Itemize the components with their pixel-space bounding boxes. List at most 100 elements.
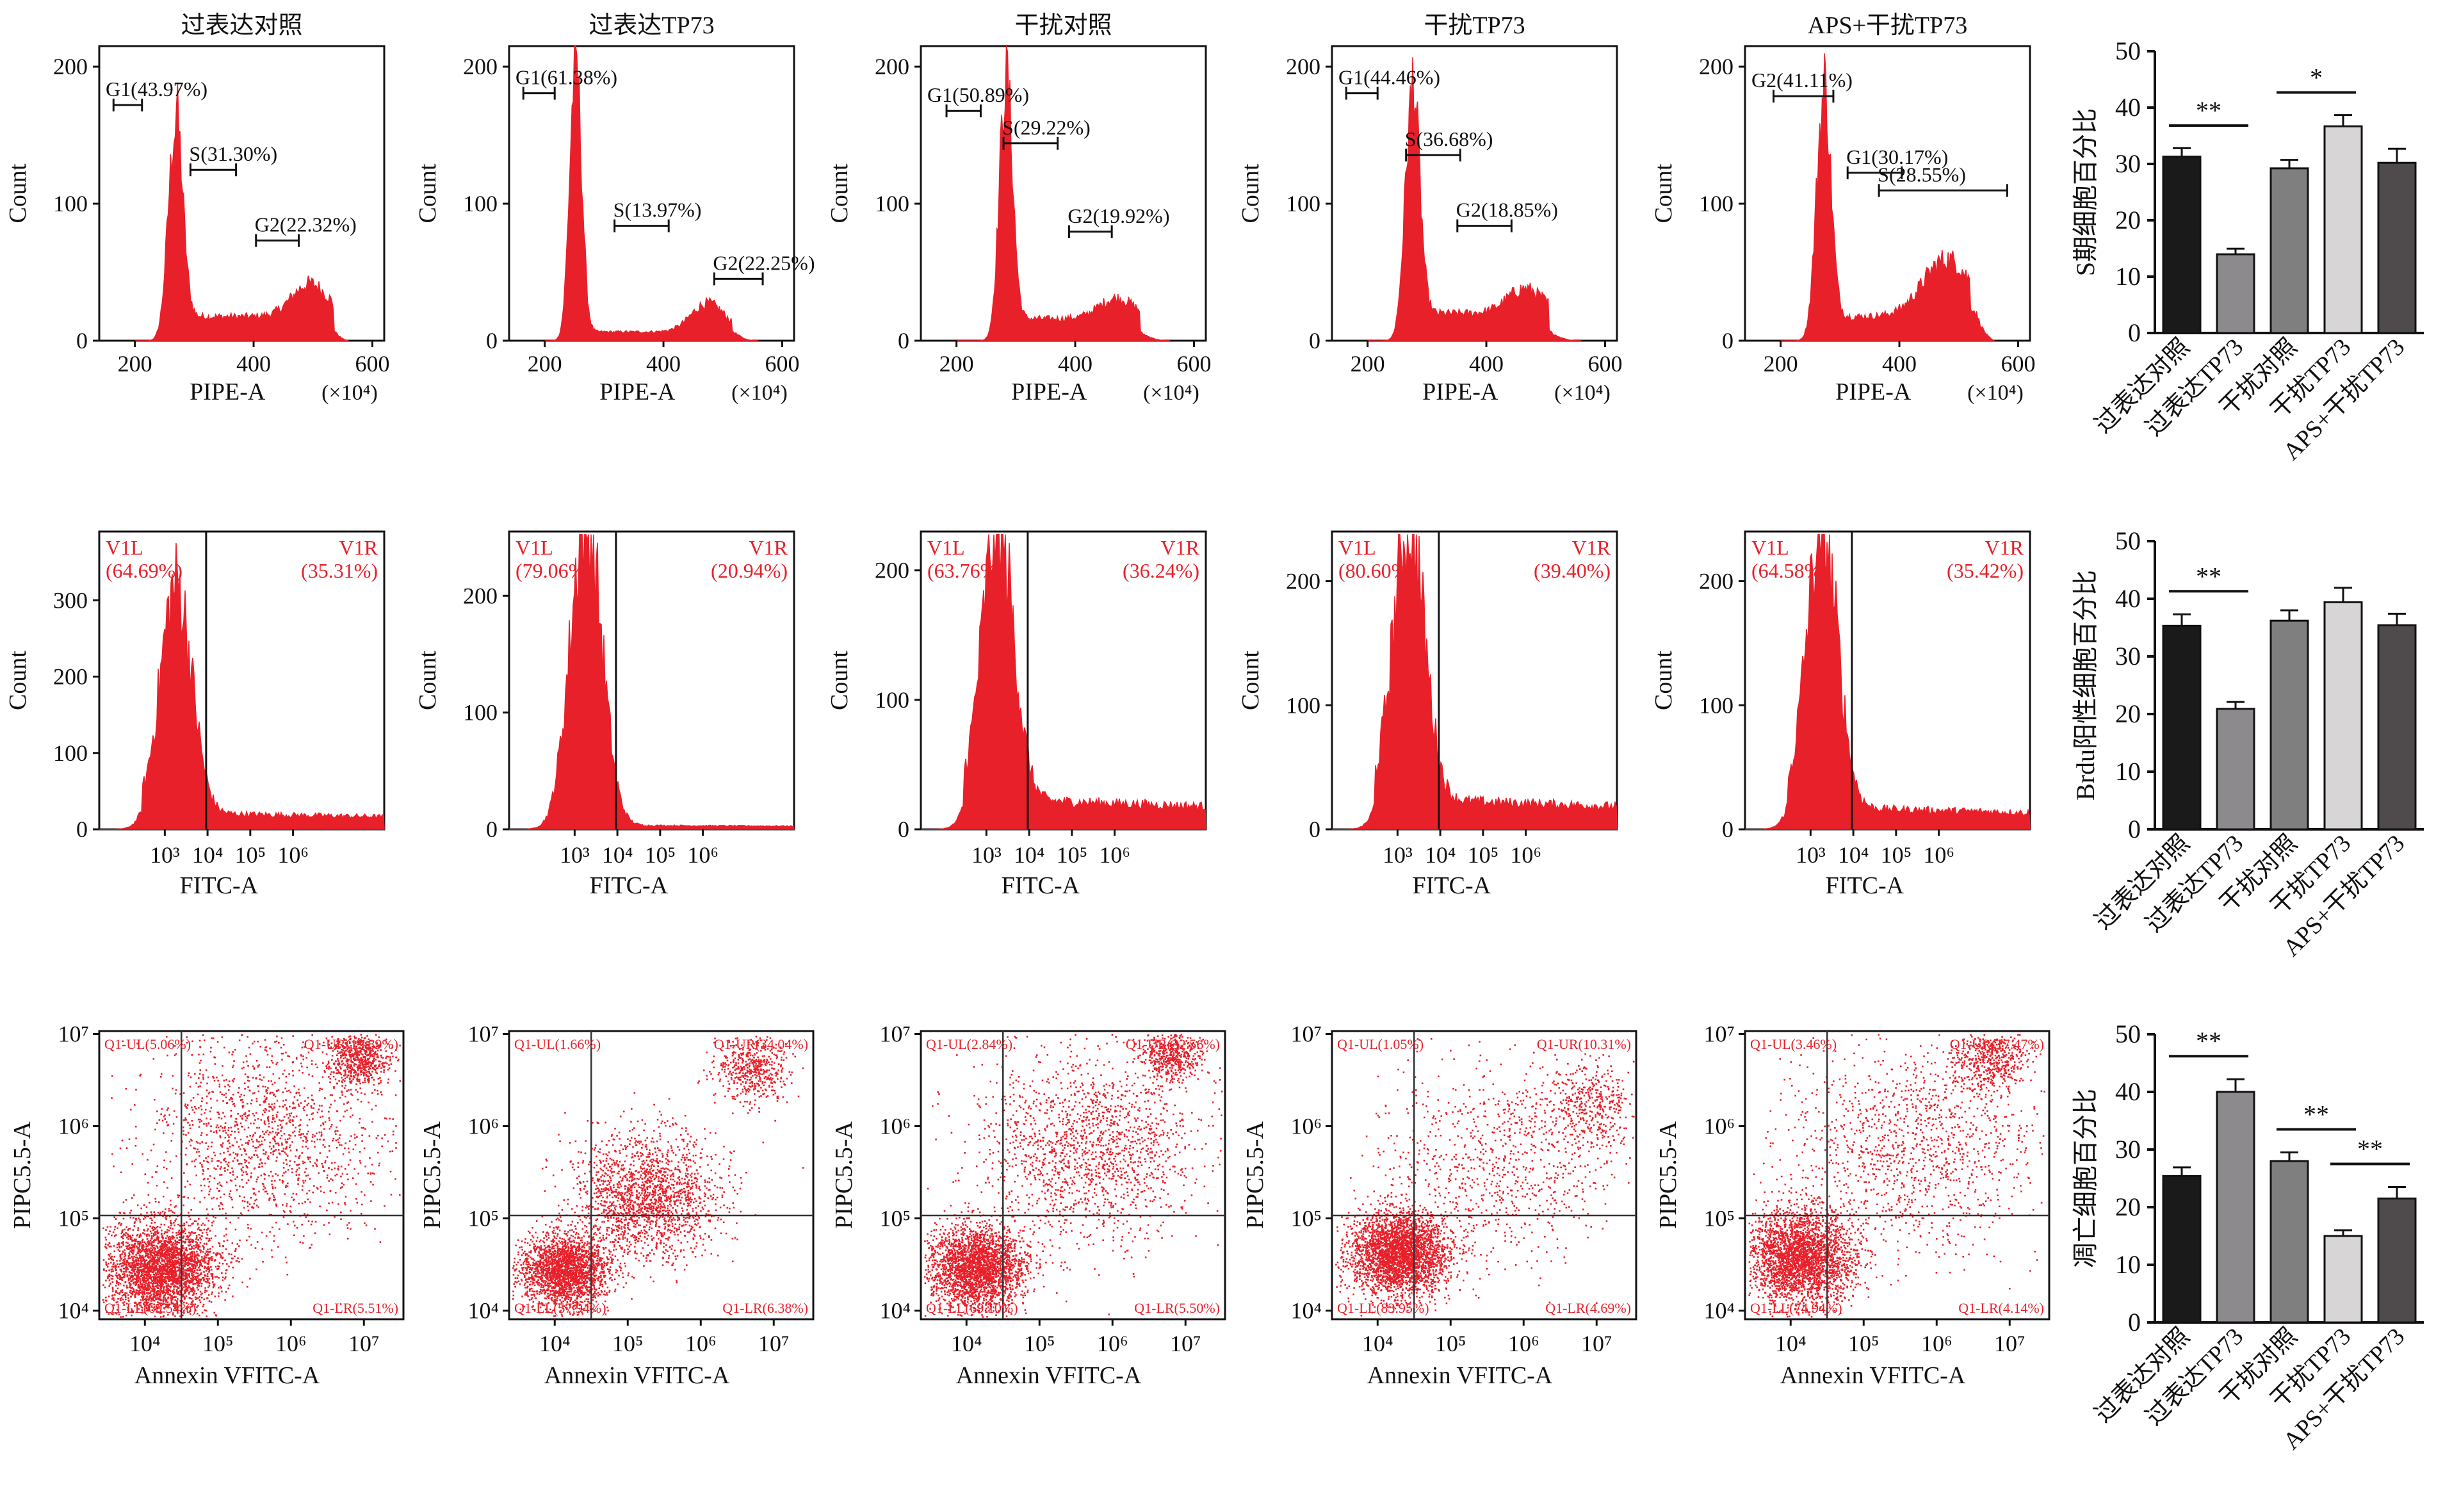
- x-tick-label: 10⁵: [612, 1331, 644, 1356]
- y-tick-label: 0: [486, 328, 498, 354]
- group-title: 干扰对照: [1014, 12, 1112, 39]
- apoptosis-panel: Q1-UL(1.05%) Q1-UR(10.31%) Q1-LL(83.95%) Q1…: [1242, 1021, 1637, 1389]
- y-tick-label: 100: [463, 700, 498, 726]
- gate-label: G1(50.89%): [927, 83, 1029, 106]
- x-tick-label: 10⁶: [275, 1331, 307, 1356]
- gate-pct-left: (80.60%): [1338, 559, 1415, 582]
- y-tick-label: 200: [1286, 54, 1320, 79]
- gate-label: S(28.55%): [1878, 163, 1966, 186]
- quadrant-lr: Q1-LR(6.38%): [722, 1300, 808, 1316]
- x-tick-label: 400: [646, 351, 681, 377]
- x-axis-label: PIPE-A: [599, 378, 676, 405]
- brdu-panel: V1L(63.76%) V1R(36.24%) 0 100 200 10³ 10⁴ 10⁵ 10…: [826, 530, 1207, 899]
- y-tick-label: 10⁵: [1703, 1206, 1735, 1232]
- x-tick-label: 10⁵: [235, 842, 266, 868]
- x-tick-label: 400: [1882, 351, 1917, 377]
- y-tick-label: 0: [76, 328, 88, 354]
- bar: [2269, 1160, 2309, 1324]
- x-tick-label: 10³: [1383, 842, 1413, 868]
- x-axis-label: PIPE-A: [1011, 378, 1087, 405]
- histogram-fill: [1367, 57, 1582, 341]
- x-tick-label: 10⁷: [1581, 1331, 1612, 1356]
- x-tick-label: 200: [939, 351, 974, 377]
- x-axis-label: FITC-A: [1826, 872, 1904, 899]
- plot-frame: [1331, 45, 1618, 342]
- y-axis-label: 凋亡细胞百分比: [2071, 1089, 2100, 1268]
- x-axis-label: Annexin VFITC-A: [1367, 1362, 1553, 1389]
- x-tick-label: 10⁷: [1994, 1331, 2026, 1356]
- x-tick-label: 10³: [971, 842, 1002, 868]
- x-tick-label: 10⁵: [1435, 1331, 1466, 1356]
- brdu-panel: V1L(64.58%) V1R(35.42%) 0 100 200 10³ 10⁴ 10⁵ 10…: [1650, 530, 2031, 899]
- x-axis-unit: (×10⁴): [1967, 381, 2024, 405]
- y-tick-label: 10⁶: [58, 1114, 89, 1139]
- brdu-panel: V1L(64.69%) V1R(35.31%) 0 100 200 300 10³ 10⁴ 10…: [4, 530, 386, 899]
- gate-label-right: V1R: [1985, 536, 2024, 559]
- scatter-points: [102, 1034, 402, 1318]
- y-tick-label: 200: [875, 558, 909, 583]
- x-tick-label: 400: [236, 351, 271, 377]
- x-tick-label: 10⁵: [1881, 842, 1912, 868]
- x-tick-label: 10³: [1796, 842, 1826, 868]
- y-tick-label: 30: [2115, 642, 2141, 671]
- y-tick-label: 0: [2128, 815, 2141, 843]
- y-tick-label: 30: [2115, 149, 2141, 178]
- gate-label: S(13.97%): [613, 199, 702, 222]
- x-axis-unit: (×10⁴): [731, 381, 788, 405]
- y-tick-label: 0: [1309, 817, 1320, 842]
- plot-frame: [1744, 1030, 2050, 1321]
- x-axis-label: PIPE-A: [190, 378, 266, 405]
- quadrant-ll: Q1-LL(74.94%): [1750, 1300, 1842, 1316]
- y-tick-label: 100: [875, 191, 909, 216]
- gate-pct-left: (64.69%): [106, 559, 183, 582]
- x-tick-label: 10⁴: [1362, 1331, 1393, 1356]
- significance-label: **: [2357, 1135, 2383, 1164]
- gate-pct-left: (64.58%): [1751, 559, 1828, 582]
- y-tick-label: 10⁷: [1290, 1021, 1322, 1047]
- y-tick-label: 10: [2115, 757, 2141, 786]
- x-tick-label: 10⁷: [1170, 1331, 1201, 1356]
- y-tick-label: 40: [2115, 93, 2141, 122]
- x-tick-label: 10⁶: [1510, 842, 1541, 868]
- bar-chart: 01020304050凋亡细胞百分比过表达对照过表达TP73干扰对照干扰TP73…: [2071, 1020, 2424, 1455]
- gate-label: G1(61.38%): [516, 66, 617, 89]
- gate-pct-right: (35.42%): [1947, 559, 2024, 582]
- y-tick-label: 0: [2128, 1308, 2141, 1337]
- y-tick-label: 10⁴: [1290, 1298, 1322, 1324]
- cell-cycle-panel: G1(44.46%) S(36.68%) G2(18.85%) 0 100 200 200 4…: [1237, 45, 1622, 405]
- y-tick-label: 10⁵: [1290, 1206, 1322, 1232]
- x-axis-label: FITC-A: [1413, 872, 1491, 899]
- y-tick-label: 10⁴: [879, 1298, 911, 1324]
- x-tick-label: 200: [1764, 351, 1798, 377]
- x-tick-label: 10⁵: [1848, 1331, 1880, 1356]
- y-tick-label: 10⁵: [58, 1206, 89, 1232]
- gate-pct-left: (63.76%): [927, 559, 1004, 582]
- gate-label: G1(44.46%): [1338, 66, 1440, 89]
- y-tick-label: 10⁶: [467, 1114, 499, 1139]
- y-tick-label: 100: [1699, 191, 1733, 216]
- y-axis-label: PIPC5.5-A: [1242, 1121, 1269, 1229]
- y-tick-label: 10⁴: [467, 1298, 499, 1324]
- quadrant-ur: Q1-UR(34.04%): [714, 1036, 808, 1052]
- histogram-fill: [509, 533, 795, 830]
- x-axis-label: FITC-A: [180, 872, 259, 899]
- y-tick-label: 100: [53, 191, 88, 216]
- histogram-fill: [1780, 53, 1995, 341]
- x-tick-label: 10⁴: [1425, 842, 1456, 868]
- group-title: 干扰TP73: [1424, 12, 1525, 39]
- quadrant-ur: Q1-UR(32.56%): [1126, 1036, 1220, 1052]
- x-tick-label: 400: [1058, 351, 1092, 377]
- x-tick-label: 10⁴: [951, 1331, 982, 1356]
- y-tick-label: 0: [486, 817, 498, 842]
- x-tick-label: 10⁴: [129, 1331, 161, 1356]
- y-tick-label: 20: [2115, 206, 2141, 234]
- gate-label-left: V1L: [1338, 536, 1376, 559]
- x-tick-label: 600: [355, 351, 389, 377]
- brdu-panel: V1L(80.60%) V1R(39.40%) 0 100 200 10³ 10⁴ 10⁵ 10…: [1237, 530, 1618, 899]
- bar: [2162, 624, 2202, 831]
- y-tick-label: 10⁶: [1290, 1114, 1322, 1139]
- x-tick-label: 10⁶: [1508, 1331, 1539, 1356]
- y-tick-label: 0: [1722, 328, 1733, 354]
- significance-label: **: [2303, 1100, 2329, 1129]
- bar: [2216, 253, 2255, 334]
